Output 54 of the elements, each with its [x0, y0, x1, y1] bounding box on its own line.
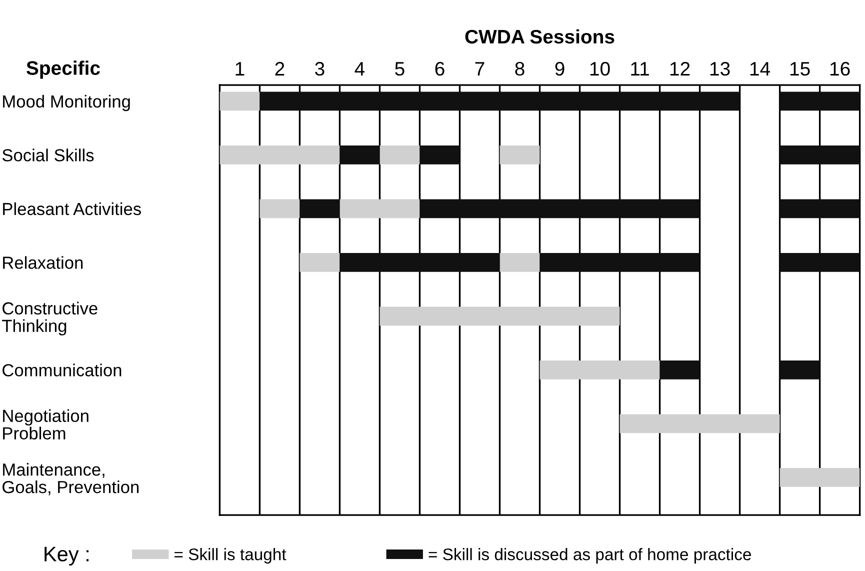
bar [220, 146, 340, 164]
x-tick-label: 11 [631, 62, 649, 76]
chart-title: CWDA Sessions [465, 29, 614, 44]
bar [500, 146, 540, 164]
x-tick-label: 10 [590, 62, 610, 76]
bar [780, 92, 860, 111]
y-tick-label: Social Skills [2, 148, 94, 162]
y-tick-label: Negotiation Problem [3, 409, 88, 440]
x-tick-label: 4 [354, 62, 365, 76]
bar [300, 253, 340, 272]
bar [780, 146, 860, 164]
x-tick-label: 12 [670, 62, 690, 76]
x-tick-label: 15 [790, 62, 810, 76]
legend-label: = Skill is taught [174, 548, 286, 564]
bar [500, 253, 540, 272]
x-tick-label: 2 [275, 62, 284, 76]
y-tick-label: Pleasant Activities [3, 202, 141, 216]
bar [780, 199, 860, 218]
bar [780, 360, 820, 380]
x-tick-label: 6 [435, 62, 444, 76]
bar [540, 253, 700, 272]
x-tick-label: 13 [710, 62, 730, 76]
bar [540, 360, 660, 380]
bar [220, 92, 260, 111]
bar [420, 199, 700, 218]
bar [340, 146, 380, 164]
bar [380, 146, 420, 164]
bar [380, 306, 620, 326]
x-tick-label: 7 [475, 62, 484, 76]
bar [420, 146, 460, 164]
bar [340, 253, 500, 272]
bar [340, 199, 420, 218]
bar [620, 414, 780, 434]
y-tick-label: Constructive Thinking [2, 302, 98, 336]
x-tick-label: 3 [315, 62, 324, 76]
bar [260, 199, 300, 218]
y-tick-label: Maintenance, Goals, Prevention [2, 463, 139, 496]
bar [300, 199, 340, 218]
x-tick-label: 5 [395, 62, 404, 76]
x-tick-label: 16 [830, 62, 850, 76]
bar [260, 92, 740, 111]
legend-title: Key : [44, 546, 89, 566]
y-axis-title: Specific [26, 60, 100, 79]
y-tick-label: Communication [2, 364, 122, 376]
bar [660, 360, 700, 380]
x-tick-label: 14 [750, 62, 770, 76]
x-tick-label: 8 [515, 62, 524, 76]
x-tick-label: 1 [236, 62, 244, 76]
x-tick-label: 9 [555, 62, 564, 76]
y-tick-label: Mood Monitoring [3, 94, 130, 112]
legend-label: = Skill is discussed as part of home practice [428, 548, 751, 564]
bar [780, 468, 860, 487]
y-tick-label: Relaxation [3, 256, 83, 269]
bar [780, 253, 860, 272]
